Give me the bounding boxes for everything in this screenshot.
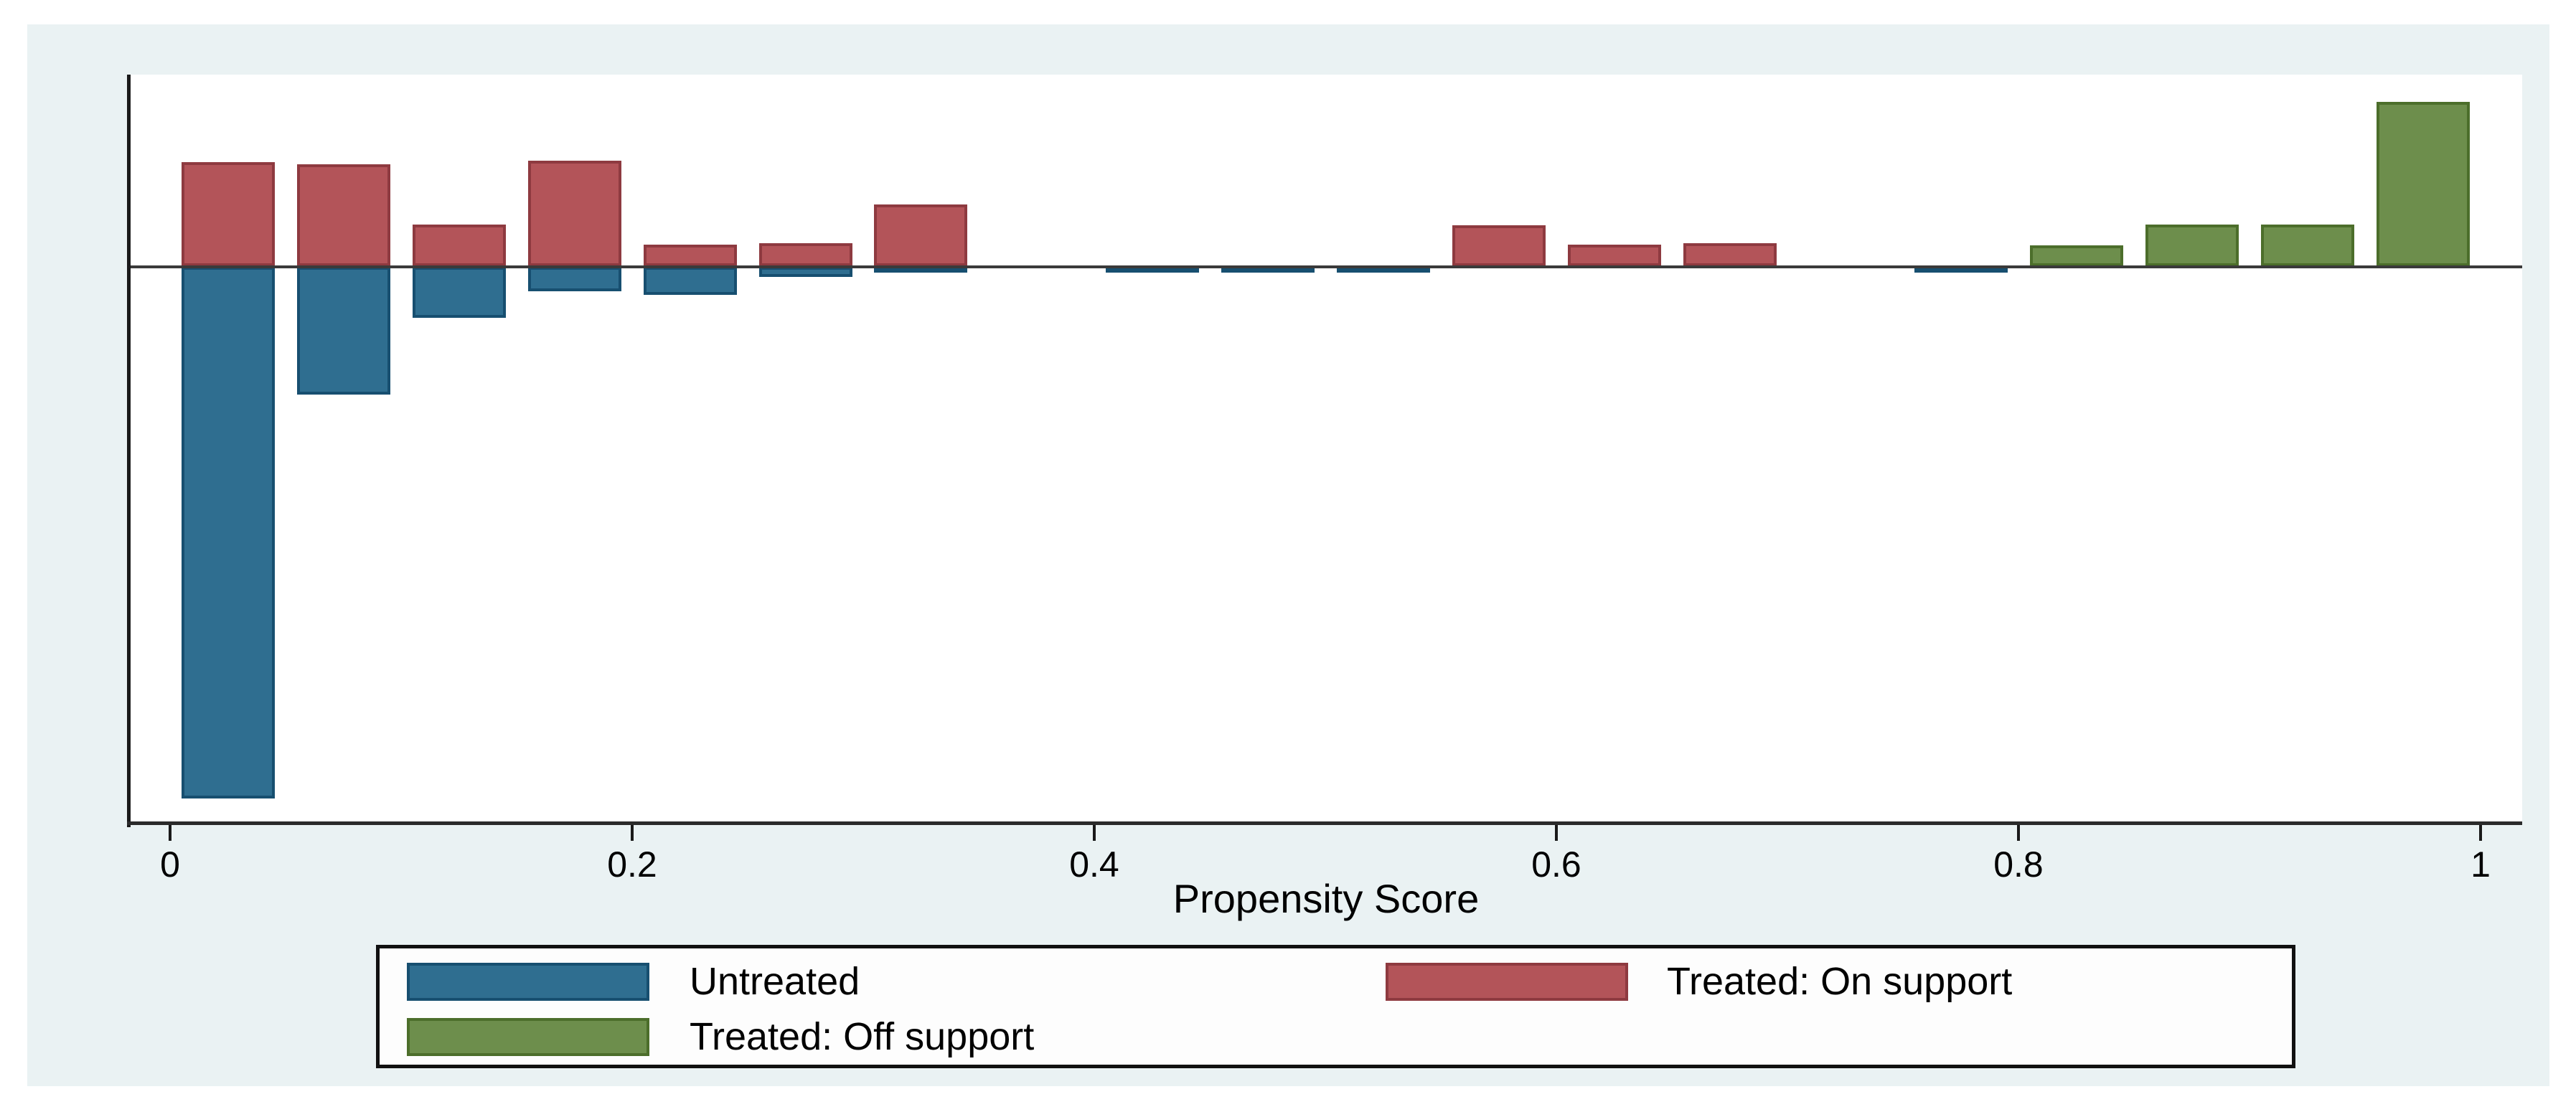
- x-tick: [631, 825, 634, 841]
- legend-swatch-untreated: [407, 963, 649, 1001]
- untreated-bar: [1914, 267, 2008, 273]
- x-tick-label: 1: [2471, 844, 2491, 885]
- x-tick: [1093, 825, 1096, 841]
- untreated-bar: [528, 267, 621, 291]
- treated_on-bar: [759, 243, 852, 266]
- treated_on-bar: [528, 161, 621, 266]
- plot-area: [130, 75, 2522, 823]
- treated_off-bar: [2145, 225, 2239, 266]
- legend-swatch-treated-on-support: [1386, 963, 1628, 1001]
- treated_on-bar: [1683, 243, 1777, 266]
- x-tick: [2479, 825, 2482, 841]
- x-axis-line: [127, 821, 2522, 825]
- untreated-bar: [759, 267, 852, 277]
- treated_on-bar: [1568, 245, 1661, 266]
- x-tick: [1555, 825, 1558, 841]
- treated_on-bar: [644, 245, 737, 266]
- treated_on-bar: [297, 164, 390, 266]
- untreated-bar: [182, 267, 275, 798]
- untreated-bar: [874, 267, 967, 273]
- x-axis-title: Propensity Score: [1172, 876, 1480, 921]
- untreated-bar: [1337, 267, 1430, 273]
- treated_on-bar: [874, 204, 967, 266]
- legend-label-treated-on-support: Treated: On support: [1667, 960, 2013, 1003]
- x-tick-label: 0: [160, 844, 180, 885]
- x-tick-label: 0.8: [1993, 844, 2044, 885]
- untreated-bar: [1221, 267, 1315, 273]
- x-tick: [2017, 825, 2020, 841]
- treated_on-bar: [413, 225, 506, 266]
- treated_off-bar: [2377, 102, 2470, 266]
- legend-label-treated-off-support: Treated: Off support: [690, 1015, 1035, 1058]
- x-tick-label: 0.6: [1531, 844, 1581, 885]
- treated_off-bar: [2261, 225, 2354, 266]
- untreated-bar: [644, 267, 737, 295]
- treated_on-bar: [1452, 225, 1546, 266]
- legend-label-untreated: Untreated: [690, 960, 860, 1003]
- graph-background: 0 0.2 0.4 0.6 0.8 1 Propensity Score Untreate…: [27, 24, 2549, 1086]
- x-tick-label: 0.4: [1069, 844, 1119, 885]
- untreated-bar: [1106, 267, 1199, 273]
- x-tick-label: 0.2: [607, 844, 657, 885]
- legend-swatch-treated-off-support: [407, 1018, 649, 1056]
- treated_off-bar: [2030, 245, 2123, 266]
- legend: Untreated Treated: On support Treated: O…: [376, 945, 2295, 1068]
- y-axis-line: [127, 75, 131, 827]
- treated_on-bar: [182, 162, 275, 266]
- zero-baseline: [130, 265, 2522, 268]
- untreated-bar: [297, 267, 390, 395]
- untreated-bar: [413, 267, 506, 318]
- x-tick: [169, 825, 171, 841]
